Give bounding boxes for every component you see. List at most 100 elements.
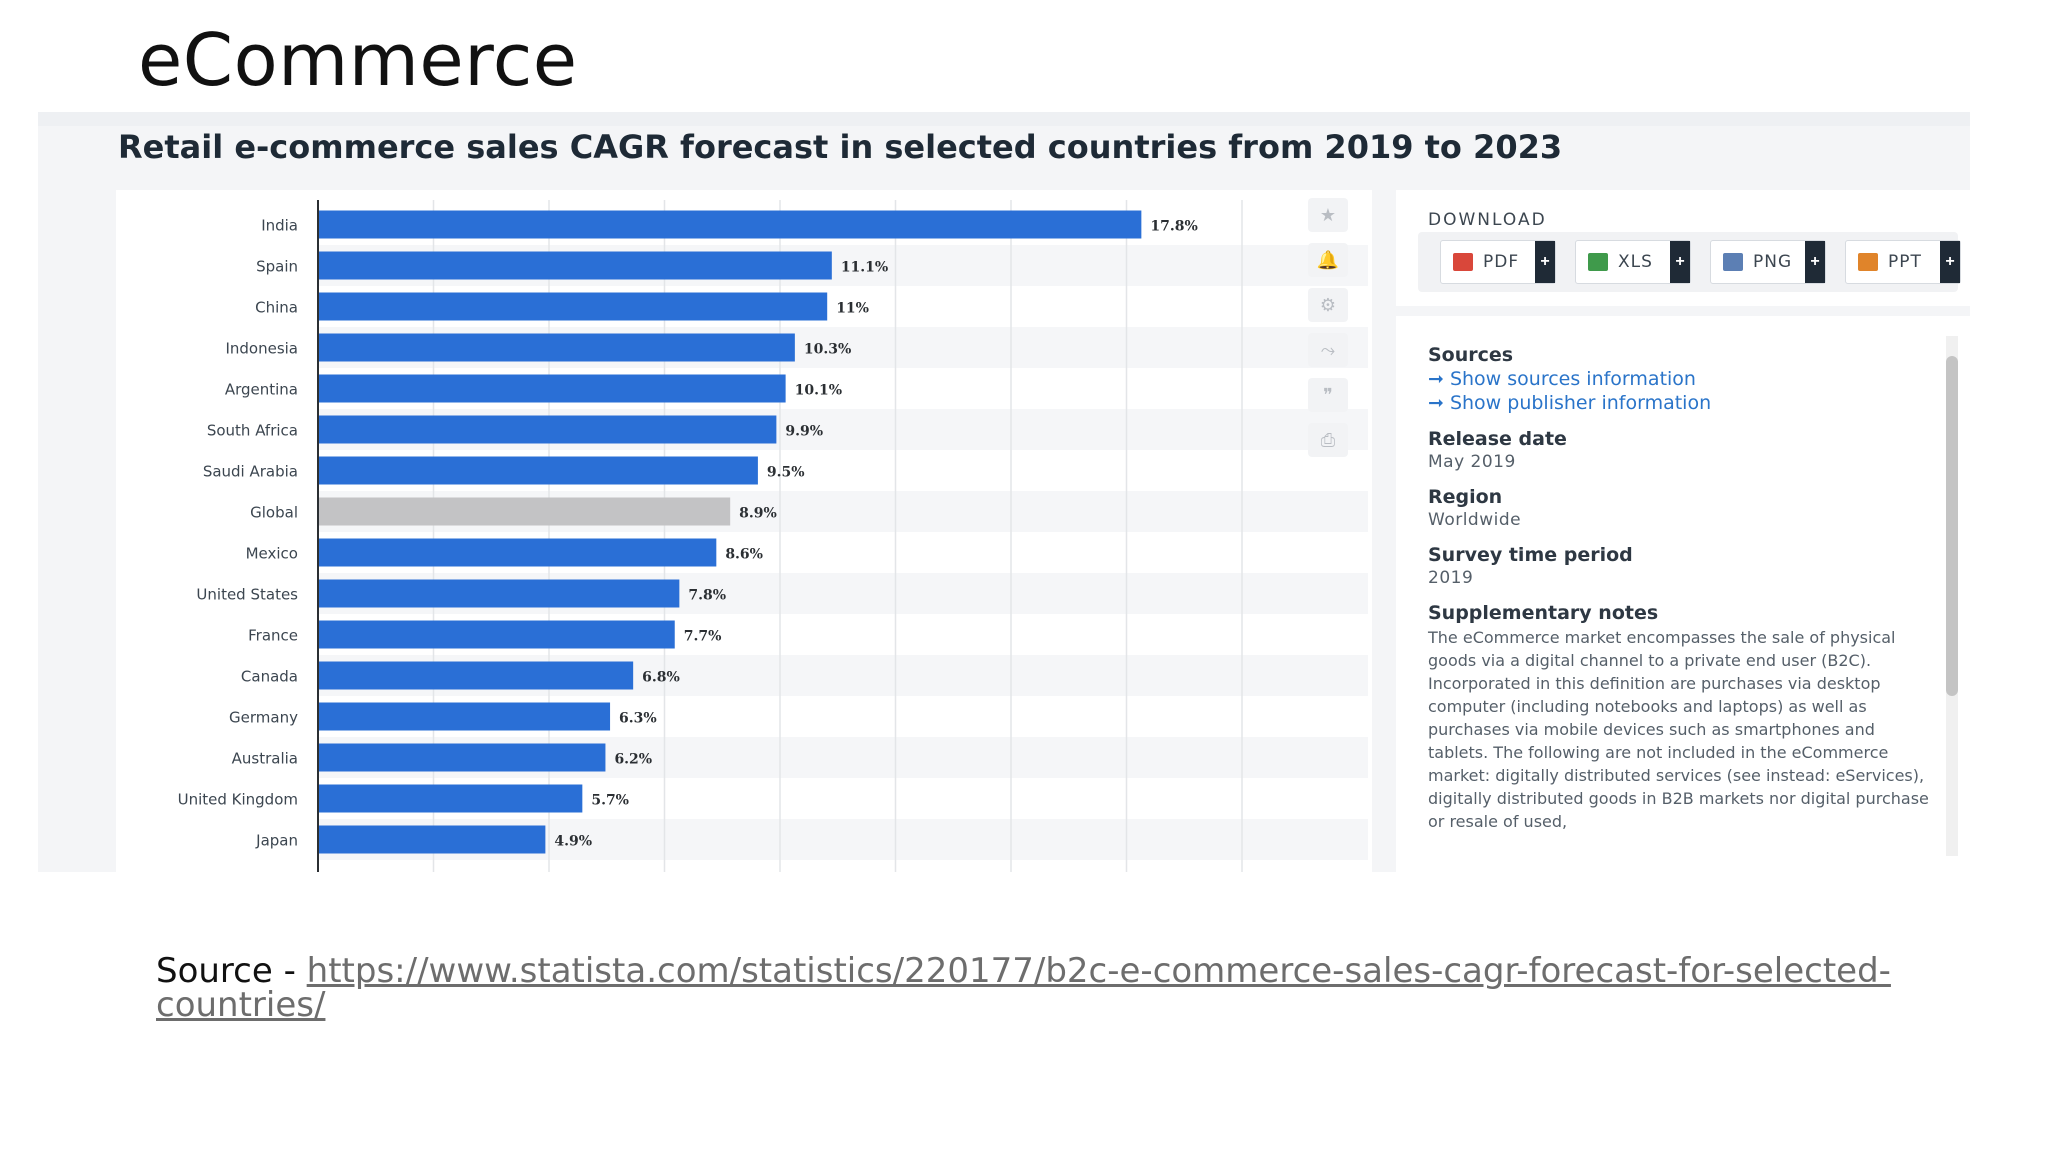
bar-south-africa[interactable] [319, 415, 777, 444]
bar-global[interactable] [319, 497, 731, 526]
download-pdf-button[interactable]: PDF + [1440, 240, 1556, 284]
slide-title: eCommerce [138, 18, 578, 102]
value-label: 6.3% [619, 711, 657, 727]
browser-strip [38, 112, 1970, 126]
bar-australia[interactable] [319, 743, 606, 772]
download-xls-button[interactable]: XLS + [1575, 240, 1691, 284]
download-xls-label: XLS [1618, 252, 1653, 272]
category-label: Mexico [246, 545, 298, 563]
release-date-value: May 2019 [1428, 452, 1516, 472]
category-label: Canada [241, 668, 298, 686]
category-label: Japan [255, 832, 298, 850]
download-panel: DOWNLOAD PDF + XLS + PNG + PPT + [1396, 190, 1970, 306]
chart-title: Retail e-commerce sales CAGR forecast in… [118, 128, 1563, 166]
sources-heading: Sources [1428, 344, 1514, 366]
value-label: 8.6% [725, 547, 763, 563]
bar-germany[interactable] [319, 702, 611, 731]
category-label: Argentina [225, 381, 298, 399]
bar-india[interactable] [319, 210, 1142, 239]
source-citation: Source - https://www.statista.com/statis… [156, 954, 1956, 1022]
download-ppt-label: PPT [1888, 252, 1922, 272]
bar-canada[interactable] [319, 661, 634, 690]
supplementary-notes-heading: Supplementary notes [1428, 602, 1659, 624]
bar-spain[interactable] [319, 251, 832, 280]
value-label: 10.3% [804, 342, 851, 358]
release-date-heading: Release date [1428, 428, 1567, 450]
value-label: 11% [836, 301, 869, 317]
value-label: 6.8% [642, 670, 680, 686]
download-title: DOWNLOAD [1428, 210, 1547, 230]
bar-mexico[interactable] [319, 538, 717, 567]
category-label: Spain [256, 258, 298, 276]
category-label: France [248, 627, 298, 645]
region-value: Worldwide [1428, 510, 1522, 530]
category-label: United Kingdom [178, 791, 298, 809]
category-label: Germany [229, 709, 298, 727]
info-content: Sources ➞ Show sources information ➞ Sho… [1428, 334, 1938, 833]
value-label: 9.5% [767, 465, 805, 481]
png-icon [1723, 253, 1743, 271]
category-label: Saudi Arabia [203, 463, 298, 481]
category-label: South Africa [207, 422, 298, 440]
value-label: 17.8% [1150, 219, 1197, 235]
xls-icon [1588, 253, 1608, 271]
survey-period-value: 2019 [1428, 568, 1474, 588]
plus-icon[interactable]: + [1535, 241, 1555, 283]
bar-united-kingdom[interactable] [319, 784, 583, 813]
source-url-line1: https://www.statista.com/statistics/2201… [306, 951, 1891, 991]
value-label: 10.1% [795, 383, 842, 399]
star-icon[interactable]: ★ [1308, 198, 1348, 232]
info-panel: Sources ➞ Show sources information ➞ Sho… [1396, 316, 1970, 872]
region-heading: Region [1428, 486, 1503, 508]
value-label: 7.7% [684, 629, 722, 645]
download-png-label: PNG [1753, 252, 1793, 272]
print-icon[interactable]: ⎙ [1308, 423, 1348, 457]
value-label: 4.9% [554, 834, 592, 850]
gear-icon[interactable]: ⚙ [1308, 288, 1348, 322]
category-label: China [255, 299, 298, 317]
value-label: 8.9% [739, 506, 777, 522]
category-label: United States [196, 586, 298, 604]
bar-japan[interactable] [319, 825, 546, 854]
show-publisher-link[interactable]: ➞ Show publisher information [1428, 392, 1712, 414]
value-label: 5.7% [591, 793, 629, 809]
category-label: Global [250, 504, 298, 522]
bar-france[interactable] [319, 620, 675, 649]
value-label: 11.1% [841, 260, 888, 276]
survey-period-heading: Survey time period [1428, 544, 1633, 566]
category-label: India [261, 217, 298, 235]
scroll-thumb[interactable] [1946, 356, 1958, 696]
plus-icon[interactable]: + [1940, 241, 1960, 283]
info-scrollbar[interactable] [1946, 336, 1958, 856]
bar-chart: India 17.8% Spain 11.1% China 11% Indonesia 10.… [178, 200, 1368, 872]
bar-indonesia[interactable] [319, 333, 795, 362]
quote-icon[interactable]: ❞ [1308, 378, 1348, 412]
bar-saudi-arabia[interactable] [319, 456, 758, 485]
download-png-button[interactable]: PNG + [1710, 240, 1826, 284]
supplementary-notes-text: The eCommerce market encompasses the sal… [1428, 628, 1929, 831]
plus-icon[interactable]: + [1670, 241, 1690, 283]
download-ppt-button[interactable]: PPT + [1845, 240, 1961, 284]
statista-screenshot: Retail e-commerce sales CAGR forecast in… [38, 112, 1970, 872]
show-sources-link[interactable]: ➞ Show sources information [1428, 368, 1696, 390]
category-label: Australia [232, 750, 298, 768]
bell-icon[interactable]: 🔔 [1308, 243, 1348, 277]
download-pdf-label: PDF [1483, 252, 1520, 272]
download-buttons: PDF + XLS + PNG + PPT + [1418, 232, 1961, 292]
ppt-icon [1858, 253, 1878, 271]
source-link[interactable]: https://www.statista.com/statistics/2201… [156, 951, 1891, 1025]
pdf-icon [1453, 253, 1473, 271]
value-label: 7.8% [688, 588, 726, 604]
category-label: Indonesia [225, 340, 298, 358]
source-prefix: Source - [156, 951, 307, 991]
share-icon[interactable]: ⤳ [1308, 333, 1348, 367]
source-url-line2: countries/ [156, 985, 326, 1025]
chart-toolbar: ★ 🔔 ⚙ ⤳ ❞ ⎙ [1300, 198, 1356, 588]
bar-argentina[interactable] [319, 374, 786, 403]
value-label: 6.2% [614, 752, 652, 768]
bar-united-states[interactable] [319, 579, 680, 608]
chart-card: India 17.8% Spain 11.1% China 11% Indonesia 10.… [116, 190, 1372, 872]
value-label: 9.9% [785, 424, 823, 440]
plus-icon[interactable]: + [1805, 241, 1825, 283]
bar-china[interactable] [319, 292, 828, 321]
